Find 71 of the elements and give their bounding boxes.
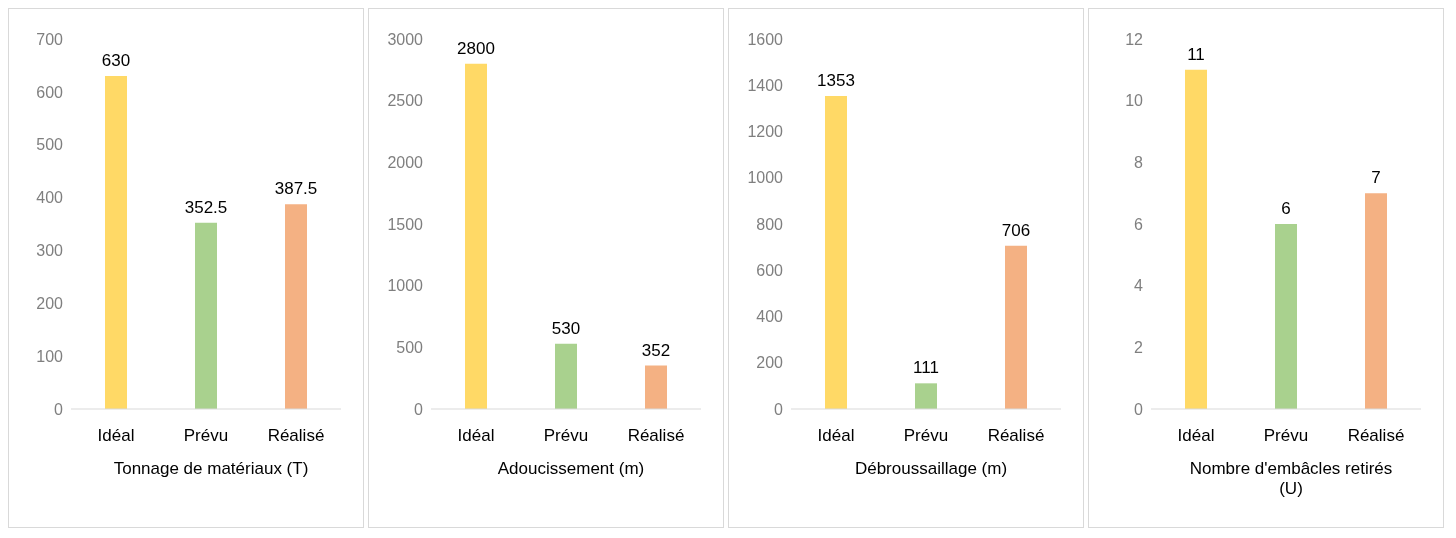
y-tick-label: 500	[396, 339, 424, 357]
y-tick-label: 300	[36, 242, 64, 260]
data-label: 2800	[457, 38, 495, 58]
y-tick-label: 0	[54, 400, 64, 418]
y-tick-label: 700	[36, 30, 64, 48]
data-label: 11	[1187, 44, 1205, 64]
x-tick-label: Idéal	[457, 426, 495, 446]
y-tick-label: 100	[36, 347, 64, 365]
y-tick-label: 600	[36, 83, 64, 101]
y-tick-label: 12	[1125, 30, 1144, 48]
data-label: 630	[101, 51, 131, 70]
y-tick-label: 2	[1134, 339, 1144, 357]
x-axis-title: Nombre d'embâcles retirés (U)	[1188, 459, 1394, 499]
y-tick-label: 0	[1134, 400, 1144, 418]
y-tick-label: 1500	[387, 215, 424, 233]
data-label: 6	[1281, 199, 1291, 218]
bar	[1185, 69, 1207, 409]
y-tick-label: 1600	[747, 30, 784, 48]
y-tick-label: 1200	[747, 123, 784, 141]
y-tick-label: 400	[756, 308, 784, 326]
bar	[555, 343, 577, 409]
y-tick-label: 10	[1125, 92, 1144, 110]
y-tick-label: 1000	[747, 169, 784, 187]
x-axis-title: Adoucissement (m)	[497, 459, 645, 479]
x-tick-label: Réalisé	[1347, 426, 1405, 446]
y-tick-label: 4	[1134, 277, 1144, 295]
x-tick-label: Idéal	[97, 426, 135, 446]
bar	[915, 383, 937, 409]
bar	[195, 222, 217, 409]
y-tick-label: 800	[756, 215, 784, 233]
bar	[825, 96, 847, 409]
y-tick-label: 1400	[747, 76, 784, 94]
y-tick-label: 200	[756, 354, 784, 372]
x-tick-label: Réalisé	[627, 426, 685, 446]
bar	[645, 365, 667, 409]
y-tick-label: 500	[36, 136, 64, 154]
x-tick-label: Réalisé	[267, 426, 325, 446]
data-label: 352	[641, 340, 671, 360]
y-tick-label: 2500	[387, 92, 424, 110]
data-label: 352.5	[184, 197, 228, 217]
bar	[285, 204, 307, 409]
y-tick-label: 2000	[387, 154, 424, 172]
x-tick-label: Prévu	[1263, 426, 1309, 446]
y-tick-label: 400	[36, 189, 64, 207]
bar	[105, 76, 127, 409]
x-axis-title: Tonnage de matériaux (T)	[113, 459, 309, 479]
y-tick-label: 200	[36, 294, 64, 312]
y-tick-label: 6	[1134, 215, 1144, 233]
data-label: 530	[551, 318, 581, 338]
data-label: 387.5	[274, 179, 318, 199]
x-tick-label: Prévu	[543, 426, 589, 446]
y-tick-label: 600	[756, 261, 784, 279]
x-axis-title: Débroussaillage (m)	[854, 459, 1008, 479]
y-tick-label: 8	[1134, 154, 1144, 172]
bar	[1275, 224, 1297, 409]
data-label: 7	[1371, 168, 1381, 188]
data-label: 111	[913, 358, 939, 378]
data-label: 1353	[817, 71, 855, 91]
bar	[1005, 245, 1027, 409]
bar	[465, 63, 487, 409]
y-tick-label: 1000	[387, 277, 424, 295]
y-tick-label: 0	[774, 400, 784, 418]
data-label: 706	[1001, 220, 1031, 240]
x-tick-label: Prévu	[903, 426, 949, 446]
x-tick-label: Réalisé	[987, 426, 1045, 446]
x-tick-label: Idéal	[817, 426, 855, 446]
y-tick-label: 3000	[387, 30, 424, 48]
bar	[1365, 193, 1387, 409]
y-tick-label: 0	[414, 400, 424, 418]
x-tick-label: Prévu	[183, 426, 229, 446]
x-tick-label: Idéal	[1177, 426, 1215, 446]
